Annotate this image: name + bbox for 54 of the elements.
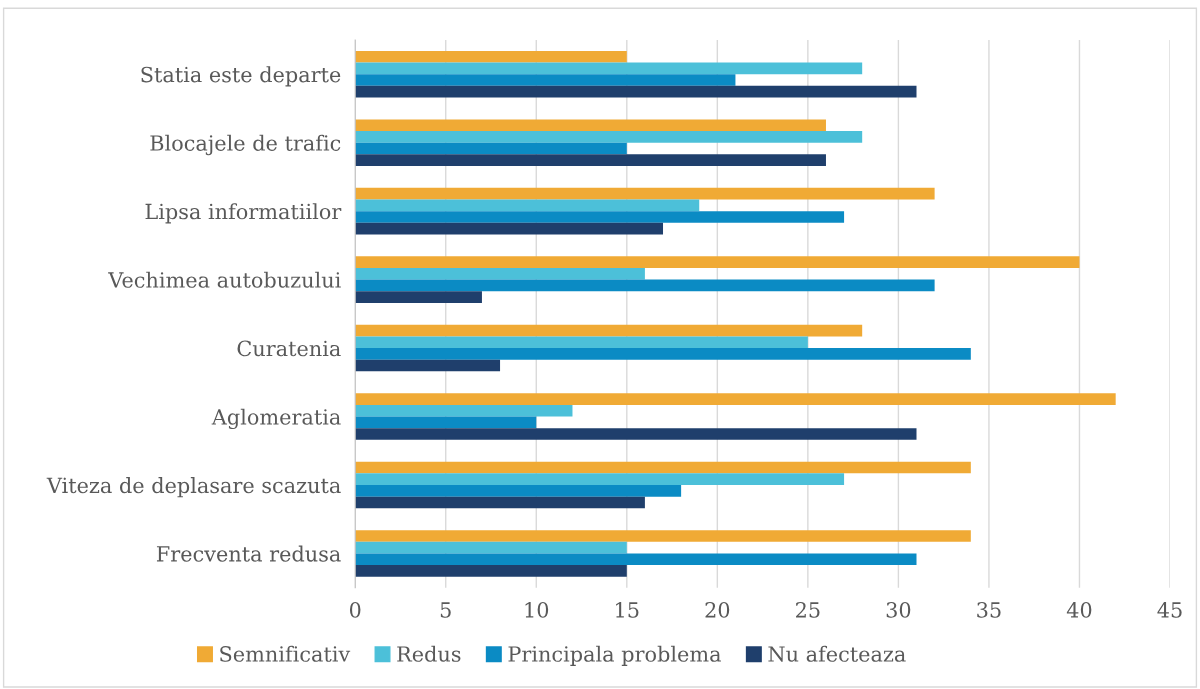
bar — [355, 324, 863, 337]
y-tick-label: Blocajele de trafic — [150, 134, 341, 156]
y-tick-label: Lipsa informatiilor — [145, 203, 342, 224]
legend-label: Principala problema — [508, 645, 721, 666]
bar — [355, 393, 1116, 405]
y-tick-label: Statia este departe — [141, 66, 341, 87]
x-tick-label: 40 — [1066, 601, 1092, 618]
bar — [355, 222, 664, 235]
bar — [355, 461, 971, 474]
bar — [355, 187, 935, 200]
bar — [355, 359, 501, 372]
bar — [355, 154, 826, 166]
x-tick-label: 35 — [977, 601, 1001, 618]
y-tick-label: Frecventa redusa — [156, 545, 341, 562]
bar — [355, 496, 645, 509]
y-tick-label: Vechimea autobuzului — [108, 271, 341, 288]
bar — [355, 85, 917, 98]
bar — [355, 256, 1080, 268]
bar — [355, 199, 700, 212]
bar — [355, 267, 645, 280]
bar — [355, 62, 863, 75]
bar — [355, 530, 971, 542]
bar — [355, 142, 627, 155]
x-tick-label: 30 — [886, 601, 911, 618]
legend-label: Semnificativ — [220, 645, 351, 662]
bar — [355, 553, 917, 566]
bar — [355, 336, 808, 349]
x-tick-label: 0 — [349, 601, 361, 618]
bar — [355, 211, 845, 223]
bar — [355, 279, 935, 292]
bar — [355, 565, 627, 577]
bar — [355, 131, 863, 143]
x-tick-label: 20 — [705, 601, 730, 618]
x-tick-label: 5 — [440, 602, 451, 618]
bar — [355, 291, 482, 303]
bar — [355, 541, 627, 554]
bar — [355, 485, 682, 497]
bar — [355, 74, 736, 86]
y-tick-label: Viteza de deplasare scazuta — [46, 477, 341, 498]
bar — [355, 119, 826, 132]
x-tick-label: 15 — [616, 601, 639, 618]
bar — [355, 348, 971, 360]
legend-label: Redus — [397, 645, 461, 662]
bar — [355, 416, 537, 429]
y-tick-label: Curatenia — [237, 340, 341, 357]
legend-label: Nu afecteaza — [768, 645, 906, 662]
x-tick-label: 25 — [796, 601, 820, 618]
bar — [355, 404, 573, 417]
y-tick-label: Aglomeratia — [211, 408, 341, 430]
x-tick-label: 45 — [1157, 601, 1182, 618]
bar — [355, 473, 845, 486]
bar — [355, 428, 917, 440]
bar — [355, 50, 627, 63]
x-tick-label: 10 — [525, 601, 549, 618]
